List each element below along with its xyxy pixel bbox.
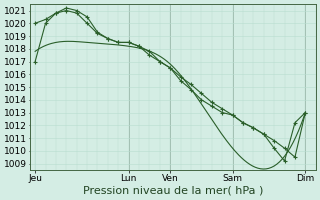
X-axis label: Pression niveau de la mer( hPa ): Pression niveau de la mer( hPa ) [83, 186, 263, 196]
